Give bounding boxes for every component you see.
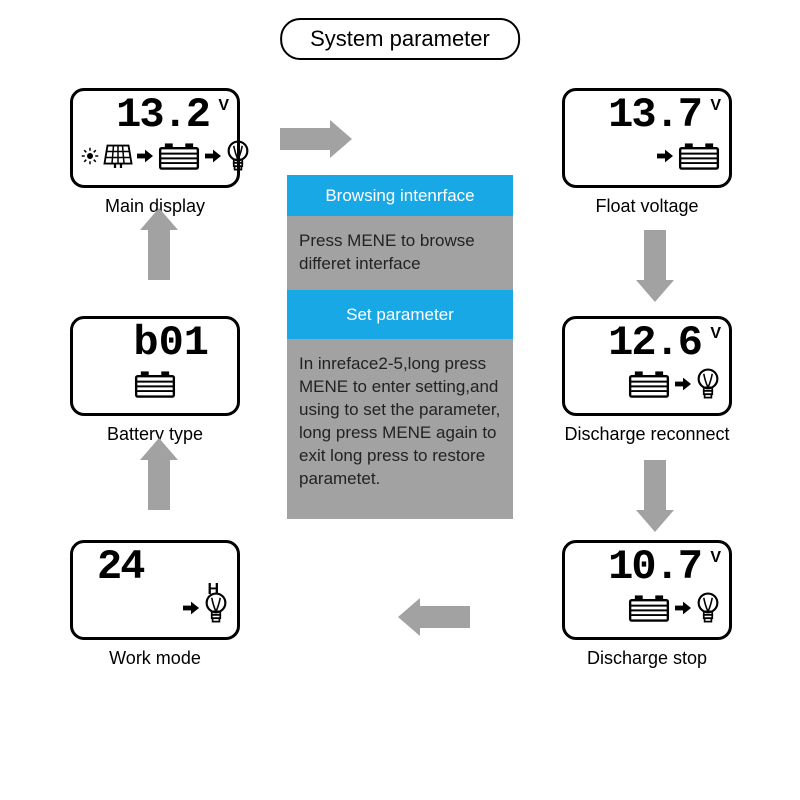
lcd-value: 12.6 (608, 319, 701, 367)
lcd-screen-battype: b01 (70, 316, 240, 416)
lcd-screen-workmode: 24H (70, 540, 240, 640)
solar-panel-icon (103, 141, 133, 171)
bulb-icon (695, 591, 721, 625)
battery-icon (133, 368, 177, 405)
lcd-unit: V (710, 549, 721, 567)
battery-icon (627, 368, 671, 400)
arrow-icon (675, 377, 691, 396)
nav-arrow-left (398, 598, 470, 641)
nav-arrow-up (140, 208, 178, 285)
battery-icon (627, 368, 671, 405)
arrow-icon (657, 149, 673, 168)
lcd-value: 13.2 (116, 91, 209, 139)
lcd-icons-row (81, 589, 229, 631)
battery-icon (677, 140, 721, 172)
flow-arrow-icon (657, 149, 673, 163)
lcd-icons-row (573, 589, 721, 631)
battery-icon (133, 368, 177, 400)
flow-arrow-icon (675, 601, 691, 615)
screen-label-float: Float voltage (552, 196, 742, 217)
arrow-icon (675, 601, 691, 620)
browse-header-text: Browsing intenrface (325, 186, 474, 205)
set-header-text: Set parameter (346, 305, 454, 324)
set-body: In inreface2-5,long press MENE to enter … (287, 339, 513, 519)
flow-arrow-icon (205, 149, 221, 163)
lcd-screen-main: 13.2 V (70, 88, 240, 188)
lcd-unit: V (710, 97, 721, 115)
nav-arrow-down (636, 230, 674, 307)
page-title: System parameter (280, 18, 520, 60)
battery-icon (677, 140, 721, 177)
set-header: Set parameter (287, 290, 513, 339)
screen-label-workmode: Work mode (60, 648, 250, 669)
lcd-icons-row (573, 137, 721, 179)
lcd-screen-stop: 10.7 V (562, 540, 732, 640)
browse-body: Press MENE to browse differet interface (287, 216, 513, 290)
bulb-icon (695, 367, 721, 406)
bulb-icon (203, 591, 229, 630)
title-text: System parameter (310, 26, 490, 51)
battery-icon (157, 140, 201, 172)
bulb-icon (225, 139, 251, 173)
screen-label-reconnect: Discharge reconnect (552, 424, 742, 445)
lcd-value: b01 (133, 319, 209, 367)
bulb-icon (225, 139, 251, 178)
bulb-icon (695, 591, 721, 630)
battery-icon (627, 592, 671, 624)
lcd-value: 24 (97, 543, 143, 591)
arrow-icon (137, 149, 153, 168)
flow-arrow-icon (137, 149, 153, 163)
lcd-icons-row (573, 365, 721, 407)
sun-icon (81, 147, 99, 170)
lcd-icons-row (81, 365, 229, 407)
lcd-value: 13.7 (608, 91, 701, 139)
lcd-value: 10.7 (608, 543, 701, 591)
bulb-icon (695, 367, 721, 401)
panel-icon (103, 141, 133, 176)
nav-arrow-up (140, 438, 178, 515)
battery-icon (627, 592, 671, 629)
browse-header: Browsing intenrface (287, 175, 513, 216)
arrow-icon (183, 601, 199, 620)
lcd-icons-row (81, 137, 229, 179)
screen-label-stop: Discharge stop (552, 648, 742, 669)
bulb-icon (203, 591, 229, 625)
lcd-screen-reconnect: 12.6 V (562, 316, 732, 416)
arrow-icon (205, 149, 221, 168)
flow-arrow-icon (675, 377, 691, 391)
set-body-text: In inreface2-5,long press MENE to enter … (299, 354, 500, 488)
lcd-unit: V (710, 325, 721, 343)
lcd-unit: V (218, 97, 229, 115)
nav-arrow-right (280, 120, 352, 163)
center-panel: Browsing intenrface Press MENE to browse… (287, 175, 513, 519)
nav-arrow-down (636, 460, 674, 537)
battery-icon (157, 140, 201, 177)
lcd-screen-float: 13.7 V (562, 88, 732, 188)
browse-body-text: Press MENE to browse differet interface (299, 231, 475, 273)
flow-arrow-icon (183, 601, 199, 615)
sun-icon (81, 147, 99, 165)
